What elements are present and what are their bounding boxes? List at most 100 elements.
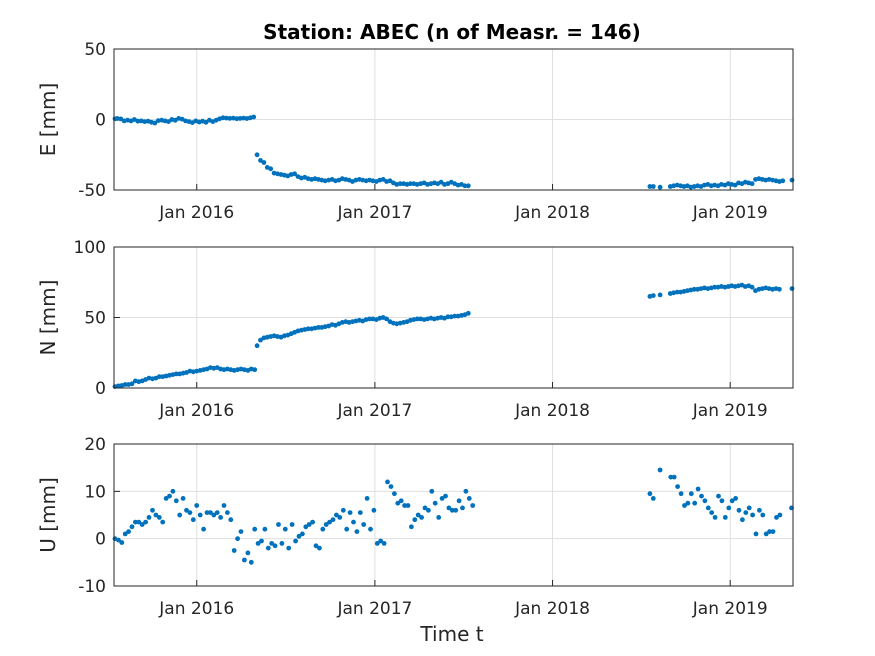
data-point-up <box>770 529 776 534</box>
data-point-up <box>705 505 711 511</box>
data-point-up <box>320 526 326 532</box>
data-point-up <box>221 503 227 508</box>
data-point-up <box>374 541 380 546</box>
data-point-up <box>265 545 271 551</box>
data-point-up <box>470 503 476 508</box>
data-point-up <box>279 541 285 546</box>
data-point-east <box>789 177 795 183</box>
data-point-up <box>760 512 766 518</box>
data-point-east <box>292 171 297 177</box>
data-point-up <box>753 531 759 537</box>
data-point-east <box>408 181 413 187</box>
ytick-label-up: 0 <box>95 530 106 550</box>
data-point-up <box>426 507 431 513</box>
data-point-north <box>789 286 795 291</box>
data-point-up <box>733 496 738 501</box>
data-point-up <box>228 517 234 523</box>
data-point-north <box>122 382 128 387</box>
data-point-up <box>214 510 220 515</box>
data-point-up <box>449 507 455 513</box>
data-point-up <box>248 559 254 565</box>
data-point-up <box>675 484 680 489</box>
panel-east: Jan 2016 Jan 2017 Jan 2018 Jan 2019 -50 0 50 E… <box>36 40 795 223</box>
data-point-up <box>122 531 128 537</box>
xtick-label-up: Jan 2016 <box>158 599 234 619</box>
data-point-up <box>204 510 210 515</box>
data-point-up <box>402 503 407 508</box>
data-point-up <box>150 507 155 513</box>
data-point-up <box>456 498 462 504</box>
data-point-up <box>296 533 302 539</box>
data-point-north <box>129 381 135 387</box>
data-point-up <box>439 496 445 501</box>
data-point-up <box>170 488 176 494</box>
data-point-up <box>746 505 752 511</box>
data-point-up <box>282 526 288 532</box>
xtick-label-up: Jan 2018 <box>514 599 590 619</box>
data-point-up <box>146 515 152 520</box>
data-point-up <box>126 529 131 534</box>
data-point-up <box>777 512 783 518</box>
data-point-up <box>340 507 346 513</box>
data-point-up <box>436 515 442 520</box>
ytick-label-north: 100 <box>74 238 106 258</box>
chart-title: Station: ABEC (n of Measr. = 146) <box>263 20 641 44</box>
data-point-east <box>647 184 653 189</box>
data-point-east <box>749 181 755 187</box>
data-point-up <box>289 522 295 527</box>
data-point-north <box>657 292 663 298</box>
data-point-up <box>337 515 343 520</box>
ytick-label-east: 0 <box>95 111 106 131</box>
data-point-up <box>709 510 715 515</box>
data-point-up <box>419 515 424 520</box>
data-point-north <box>712 284 717 290</box>
data-point-up <box>647 491 653 497</box>
data-point-up <box>409 524 414 530</box>
data-point-up <box>699 493 704 499</box>
data-point-up <box>136 519 142 525</box>
data-point-north <box>367 316 372 322</box>
data-point-north <box>156 374 162 380</box>
data-point-up <box>392 491 397 497</box>
data-point-east <box>397 181 403 187</box>
data-point-up <box>160 519 166 525</box>
data-point-north <box>254 343 260 349</box>
data-point-up <box>415 512 421 518</box>
data-point-up <box>774 515 779 520</box>
data-point-east <box>254 152 260 158</box>
ytick-label-north: 50 <box>84 309 106 329</box>
data-point-up <box>306 522 312 527</box>
data-point-north <box>777 286 782 292</box>
data-point-east <box>732 182 738 188</box>
data-point-up <box>334 512 339 518</box>
data-point-north <box>258 337 263 343</box>
data-point-north <box>445 314 451 320</box>
data-point-up <box>750 512 755 518</box>
ytick-label-up: -10 <box>78 577 106 597</box>
data-point-up <box>688 491 694 497</box>
data-point-up <box>385 479 390 485</box>
data-point-up <box>133 519 138 525</box>
ylabel-east: E [mm] <box>36 83 60 157</box>
data-point-up <box>129 524 135 530</box>
data-point-up <box>682 503 687 508</box>
xlabel: Time t <box>419 622 483 646</box>
axes-box-up <box>113 443 794 587</box>
data-point-up <box>317 545 322 551</box>
data-point-up <box>443 493 448 499</box>
data-point-up <box>395 500 401 506</box>
data-point-up <box>722 515 728 520</box>
xtick-label-up: Jan 2019 <box>692 599 768 619</box>
xtick-label-east: Jan 2016 <box>158 203 234 223</box>
data-point-up <box>269 541 275 546</box>
data-point-up <box>466 496 472 501</box>
data-point-up <box>184 507 189 513</box>
data-point-up <box>153 512 159 518</box>
data-point-up <box>412 517 418 523</box>
data-point-up <box>422 505 428 511</box>
data-point-north <box>173 371 179 377</box>
data-point-east <box>465 183 471 189</box>
data-point-up <box>767 529 772 534</box>
data-point-up <box>726 505 732 511</box>
data-point-up <box>692 500 698 506</box>
